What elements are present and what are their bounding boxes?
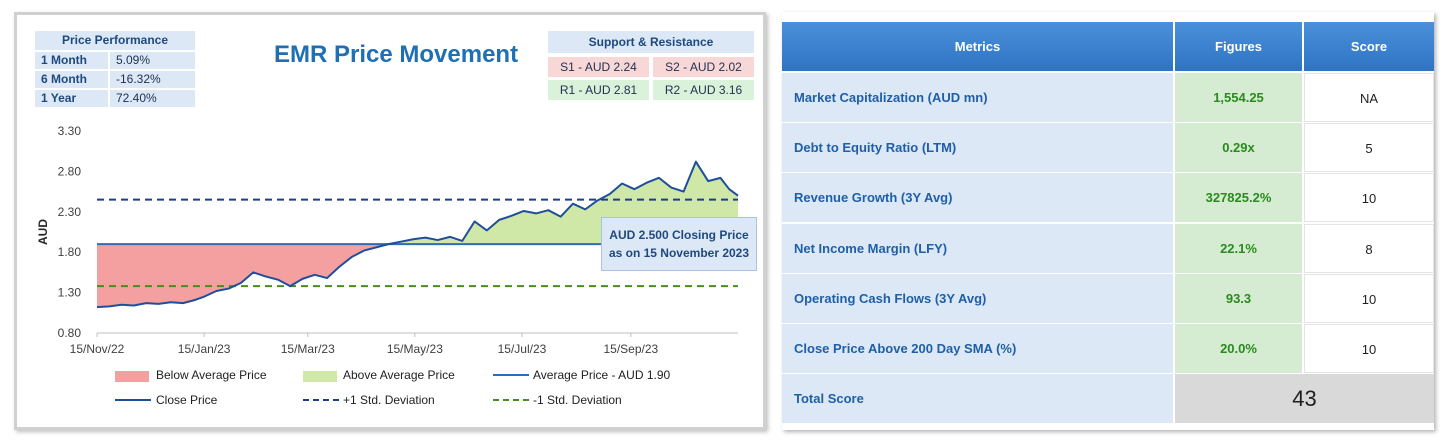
- y-tick-label: 2.30: [58, 205, 82, 219]
- metric-name: Operating Cash Flows (3Y Avg): [782, 273, 1173, 323]
- legend-above: Above Average Price: [343, 368, 455, 382]
- y-tick-label: 0.80: [58, 326, 82, 340]
- above-average-area: [97, 161, 738, 245]
- x-tick-label: 15/Sep/23: [604, 342, 659, 356]
- metric-row: Net Income Margin (LFY) 22.1% 8: [782, 223, 1434, 274]
- legend-below: Below Average Price: [156, 368, 267, 382]
- metric-score: 10: [1304, 324, 1434, 373]
- x-tick-label: 15/Jan/23: [178, 342, 231, 356]
- metric-figure: 1,554.25: [1175, 73, 1302, 122]
- resistance-r1: R1 - AUD 2.81: [548, 80, 649, 100]
- metric-row: Revenue Growth (3Y Avg) 327825.2% 10: [782, 173, 1434, 223]
- metrics-header-row: Metrics Figures Score: [782, 22, 1434, 72]
- resistance-r2: R2 - AUD 3.16: [653, 80, 754, 100]
- y-tick-label: 2.80: [58, 164, 82, 178]
- support-resistance-title: Support & Resistance: [548, 31, 754, 53]
- legend-average: Average Price - AUD 1.90: [533, 368, 671, 382]
- header-figures: Figures: [1175, 22, 1302, 71]
- legend-swatch-above: [303, 371, 337, 382]
- x-tick-label: 15/Mar/23: [281, 342, 335, 356]
- y-tick-label: 1.80: [58, 245, 82, 259]
- metric-score: 5: [1304, 123, 1434, 173]
- perf-value: 72.40%: [110, 90, 195, 107]
- perf-row-1m: 1 Month 5.09%: [35, 52, 195, 70]
- perf-label: 1 Year: [35, 90, 108, 107]
- price-chart: 3.30 2.80 2.30 1.80 1.30 0.80 AUD 15/Nov/22 15/J…: [36, 124, 739, 356]
- y-tick-label: 3.30: [58, 124, 82, 138]
- price-chart-panel: 3.30 2.80 2.30 1.80 1.30 0.80 AUD 15/Nov/22 15/J…: [14, 12, 766, 430]
- x-tick-label: 15/May/23: [387, 342, 443, 356]
- perf-value: -16.32%: [110, 71, 195, 88]
- metric-figure: 20.0%: [1175, 324, 1302, 373]
- perf-row-1y: 1 Year 72.40%: [35, 90, 195, 108]
- metric-score: 10: [1304, 273, 1434, 323]
- x-tick-label: 15/Jul/23: [498, 342, 547, 356]
- below-average-area: [97, 244, 738, 308]
- close-price-line: [96, 160, 739, 309]
- metrics-panel: Metrics Figures Score Market Capitalizat…: [782, 12, 1434, 430]
- metric-figure: 327825.2%: [1175, 173, 1302, 223]
- metric-name: Close Price Above 200 Day SMA (%): [782, 324, 1173, 373]
- metric-name: Revenue Growth (3Y Avg): [782, 173, 1173, 223]
- metric-name: Net Income Margin (LFY): [782, 223, 1173, 273]
- metric-figure: 22.1%: [1175, 223, 1302, 273]
- perf-label: 1 Month: [35, 52, 108, 69]
- metric-figure: 0.29x: [1175, 123, 1302, 173]
- callout-line-2: as on 15 November 2023: [608, 246, 750, 260]
- total-score-row: Total Score 43: [782, 374, 1434, 424]
- support-s1: S1 - AUD 2.24: [548, 57, 649, 77]
- chart-title: EMR Price Movement: [274, 41, 519, 68]
- perf-label: 6 Month: [35, 71, 108, 88]
- perf-row-6m: 6 Month -16.32%: [35, 71, 195, 89]
- legend-plus-sd: +1 Std. Deviation: [343, 393, 435, 407]
- total-score-value: 43: [1175, 374, 1434, 423]
- legend-swatch-close: [115, 399, 151, 401]
- callout-line-1: AUD 2.500 Closing Price: [609, 228, 749, 242]
- metric-score: 8: [1304, 223, 1434, 273]
- perf-value: 5.09%: [110, 52, 195, 69]
- metric-name: Debt to Equity Ratio (LTM): [782, 123, 1173, 173]
- legend-minus-sd: -1 Std. Deviation: [533, 393, 622, 407]
- legend-swatch-minus-sd: [493, 399, 529, 401]
- metric-row: Market Capitalization (AUD mn) 1,554.25 NA: [782, 73, 1434, 123]
- metric-figure: 93.3: [1175, 273, 1302, 323]
- closing-price-callout: AUD 2.500 Closing Price as on 15 Novembe…: [601, 217, 757, 271]
- metric-row: Operating Cash Flows (3Y Avg) 93.3 10: [782, 273, 1434, 324]
- header-metrics: Metrics: [782, 22, 1173, 71]
- metric-score: NA: [1304, 73, 1434, 122]
- legend-close: Close Price: [156, 393, 218, 407]
- metric-name: Market Capitalization (AUD mn): [782, 73, 1173, 122]
- header-score: Score: [1304, 22, 1434, 71]
- price-performance-title: Price Performance: [35, 31, 195, 50]
- y-tick-label: 1.30: [58, 286, 82, 300]
- legend-swatch-below: [115, 371, 149, 382]
- legend-swatch-average: [493, 374, 529, 376]
- metric-row: Debt to Equity Ratio (LTM) 0.29x 5: [782, 123, 1434, 173]
- x-tick-label: 15/Nov/22: [70, 342, 125, 356]
- support-s2: S2 - AUD 2.02: [653, 57, 754, 77]
- metric-score: 10: [1304, 173, 1434, 223]
- y-axis-label: AUD: [36, 219, 50, 245]
- metric-row: Close Price Above 200 Day SMA (%) 20.0% 10: [782, 324, 1434, 374]
- legend-swatch-plus-sd: [303, 399, 339, 401]
- total-score-label: Total Score: [782, 374, 1173, 423]
